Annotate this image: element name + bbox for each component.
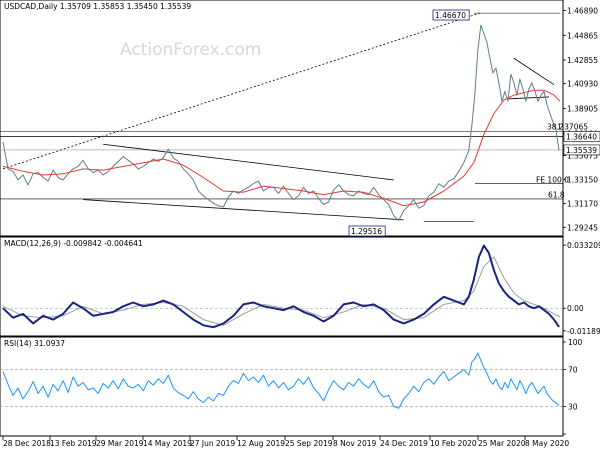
rsi-tick-label: 30 (568, 402, 578, 411)
time-tick-label: 8 Nov 2019 (333, 439, 376, 448)
price-panel (0, 0, 564, 237)
upper-wedge-line (103, 143, 394, 181)
rsi-panel (0, 336, 564, 437)
price-tick-label: 1.31170 (567, 200, 598, 209)
time-tick-label: 25 Mar 2020 (478, 439, 526, 448)
fib-38-value: 1.37065 (557, 123, 588, 132)
price-tick-label: 1.44865 (567, 31, 598, 40)
fe-100-label: FE 100.0 (536, 175, 569, 184)
price-annotations: 1.46670 1.29516 38.21.37065 FE 100.0 61.8 (348, 9, 588, 237)
price-tick-label: 1.35075 (567, 152, 598, 161)
lower-wedge-line (83, 199, 404, 221)
price-tick-label: 1.38905 (567, 105, 598, 114)
macd-tick-label: 0.033209 (567, 241, 600, 250)
time-tick-label: 28 Dec 2018 (3, 439, 51, 448)
moving-average-series (2, 89, 561, 207)
price-tick-label: 1.46890 (567, 6, 598, 15)
price-tick-label: 1.29245 (567, 223, 598, 232)
macd-tick-label: -0.011892 (567, 327, 600, 336)
time-tick-label: 13 Feb 2019 (50, 439, 97, 448)
triangle-top-line (513, 57, 555, 85)
time-tick-label: 14 May 2019 (143, 439, 192, 448)
rsi-line (2, 352, 560, 409)
current-marker: 1.35539 (566, 146, 597, 155)
high-label-box (432, 9, 470, 21)
rsi-tick-label: 70 (568, 366, 578, 375)
time-tick-label: 29 Mar 2019 (96, 439, 144, 448)
price-tick-label: 1.40930 (567, 80, 598, 89)
macd-axis: 0.033209 0.00 -0.011892 (563, 241, 600, 336)
rsi-tick-label: 100 (568, 338, 583, 347)
macd-panel (0, 236, 564, 337)
price-reference-lines (0, 12, 563, 223)
macd-line (2, 244, 560, 329)
macd-tick-label: 0.00 (567, 304, 584, 313)
level-marker-box (563, 131, 600, 142)
time-tick-label: 8 May 2020 (525, 439, 569, 448)
rsi-label: RSI(14) 31.0937 (4, 339, 65, 348)
price-tick-label: 1.33150 (567, 175, 598, 184)
level-marker: 1.36640 (566, 132, 597, 141)
time-tick-label: 27 Jun 2019 (190, 439, 235, 448)
current-marker-box (563, 144, 600, 156)
fib-38-label: 38.2 (547, 123, 564, 132)
rsi-series (2, 352, 560, 409)
time-tick-label: 10 Feb 2020 (430, 439, 477, 448)
chart-title: USDCAD,Daily 1.35709 1.35853 1.35450 1.3… (4, 2, 191, 11)
low-label: 1.29516 (351, 227, 382, 236)
ma-line (2, 89, 561, 207)
macd-series (2, 244, 561, 329)
high-label: 1.46670 (435, 11, 466, 20)
triangle-bottom-line (508, 96, 549, 100)
price-axis: 1.468901.448651.428551.409301.389051.368… (563, 6, 600, 232)
low-label-box (348, 225, 386, 237)
time-axis: 28 Dec 2018 13 Feb 2019 29 Mar 2019 14 May … (2, 436, 569, 448)
time-tick-label: 25 Sep 2019 (285, 439, 333, 448)
fib-61-label: 61.8 (548, 191, 565, 200)
price-tick-label: 1.42855 (567, 56, 598, 65)
macd-label: MACD(12,26,9) -0.009842 -0.004641 (4, 239, 143, 248)
time-tick-label: 12 Aug 2019 (237, 439, 285, 448)
rsi-levels (0, 369, 563, 407)
rsi-axis: 100 70 30 (563, 338, 583, 435)
watermark: ActionForex.com (120, 40, 261, 60)
time-tick-label: 24 Dec 2019 (380, 439, 428, 448)
